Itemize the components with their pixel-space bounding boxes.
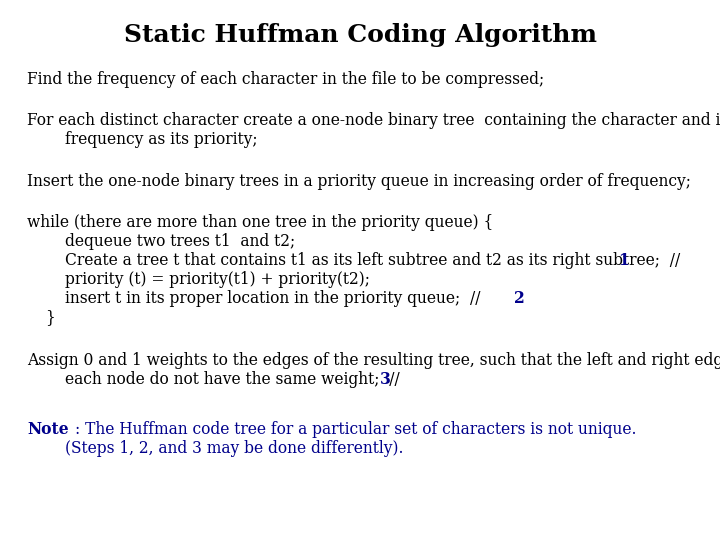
Text: Find the frequency of each character in the file to be compressed;: Find the frequency of each character in … [27,71,544,88]
Text: while (there are more than one tree in the priority queue) {: while (there are more than one tree in t… [27,214,494,231]
Text: Assign 0 and 1 weights to the edges of the resulting tree, such that the left an: Assign 0 and 1 weights to the edges of t… [27,352,720,369]
Text: }: } [45,309,55,326]
Text: Note: Note [27,421,69,438]
Text: dequeue two trees t1  and t2;: dequeue two trees t1 and t2; [65,233,295,250]
Text: 1: 1 [618,252,629,269]
Text: (Steps 1, 2, and 3 may be done differently).: (Steps 1, 2, and 3 may be done different… [65,440,403,457]
Text: each node do not have the same weight;  //: each node do not have the same weight; /… [65,371,405,388]
Text: Create a tree t that contains t1 as its left subtree and t2 as its right subtree: Create a tree t that contains t1 as its … [65,252,685,269]
Text: Insert the one-node binary trees in a priority queue in increasing order of freq: Insert the one-node binary trees in a pr… [27,173,691,190]
Text: Static Huffman Coding Algorithm: Static Huffman Coding Algorithm [124,23,596,46]
Text: insert t in its proper location in the priority queue;  //: insert t in its proper location in the p… [65,290,485,307]
Text: 3: 3 [380,371,391,388]
Text: : The Huffman code tree for a particular set of characters is not unique.: : The Huffman code tree for a particular… [75,421,636,438]
Text: For each distinct character create a one-node binary tree  containing the charac: For each distinct character create a one… [27,112,720,129]
Text: frequency as its priority;: frequency as its priority; [65,131,258,147]
Text: priority (t) = priority(t1) + priority(t2);: priority (t) = priority(t1) + priority(t… [65,271,370,288]
Text: 2: 2 [514,290,525,307]
